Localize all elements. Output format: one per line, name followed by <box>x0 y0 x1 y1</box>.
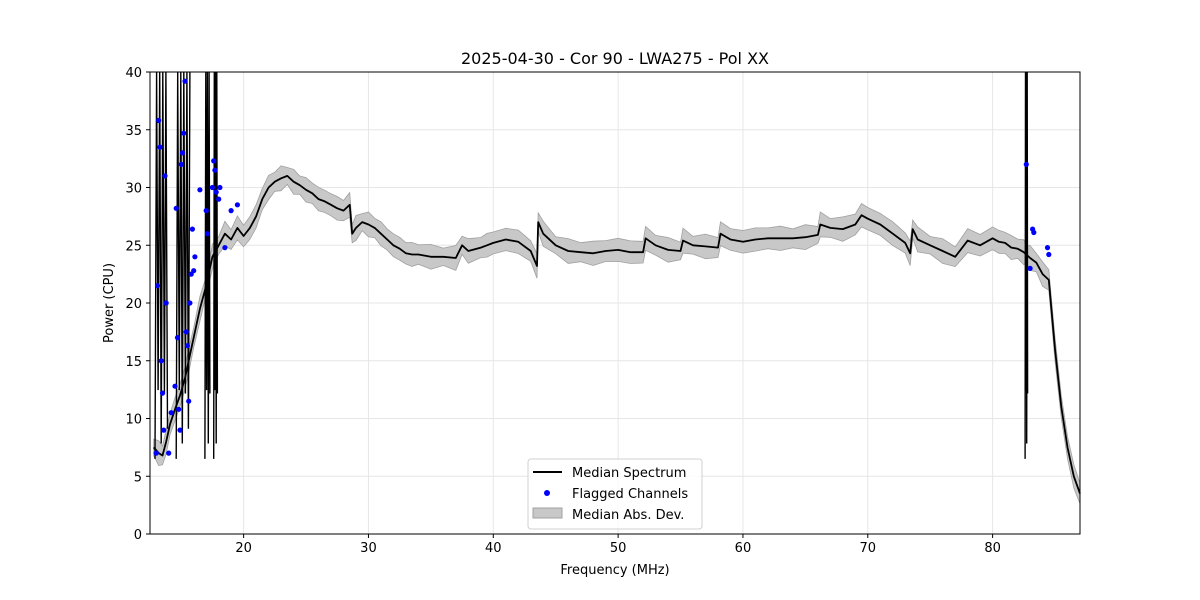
spike-region <box>154 71 169 459</box>
y-axis-label: Power (CPU) <box>102 263 117 343</box>
y-tick-label: 0 <box>134 528 142 543</box>
mad-band <box>153 165 1081 504</box>
chart-title: 2025-04-30 - Cor 90 - LWA275 - Pol XX <box>461 49 769 68</box>
flagged-point <box>174 335 181 341</box>
y-tick-label: 35 <box>125 124 142 139</box>
flagged-point <box>203 208 209 214</box>
flagged-point <box>184 343 190 349</box>
x-axis: 20 30 40 50 60 70 80 <box>235 534 1001 556</box>
flagged-point <box>163 300 169 306</box>
spike-region <box>204 71 211 459</box>
legend-box <box>527 458 703 530</box>
flagged-point <box>1027 265 1033 271</box>
flagged-point <box>159 390 166 396</box>
flagged-point <box>216 196 222 202</box>
flagged-point <box>181 130 187 136</box>
x-tick-label: 80 <box>984 541 1001 556</box>
flagged-point <box>183 329 189 335</box>
x-tick-label: 50 <box>610 541 627 556</box>
flagged-point <box>1046 251 1052 258</box>
y-tick-label: 5 <box>134 470 142 485</box>
flagged-point <box>168 410 174 416</box>
flagged-point <box>222 245 228 251</box>
flagged-point <box>161 427 167 433</box>
y-tick-label: 25 <box>125 239 142 254</box>
flagged-point <box>211 158 217 164</box>
spike-region <box>1024 71 1029 459</box>
flagged-point <box>204 231 210 237</box>
flagged-point <box>166 450 172 456</box>
flagged-point <box>212 167 218 173</box>
x-axis-label: Frequency (MHz) <box>560 563 669 578</box>
y-tick-label: 20 <box>125 297 142 312</box>
flagged-point <box>192 254 198 260</box>
flagged-point <box>228 208 234 214</box>
y-tick-label: 10 <box>125 413 142 428</box>
legend-point-swatch <box>544 490 550 496</box>
flagged-point <box>189 226 195 232</box>
spike-region <box>175 71 191 459</box>
flagged-point <box>1023 161 1029 167</box>
legend-label-mad: Median Abs. Dev. <box>572 508 684 523</box>
flagged-point <box>153 450 159 456</box>
legend-band-swatch <box>532 507 563 519</box>
flagged-point <box>178 161 184 167</box>
flagged-point <box>186 398 192 404</box>
flagged-point <box>179 150 186 156</box>
flagged-point <box>182 78 188 84</box>
flagged-point <box>154 283 161 289</box>
x-tick-label: 40 <box>485 541 502 556</box>
flagged-point <box>187 300 193 306</box>
x-tick-label: 20 <box>235 541 252 556</box>
flagged-point <box>197 187 203 193</box>
x-tick-label: 30 <box>360 541 377 556</box>
y-tick-label: 40 <box>125 66 142 81</box>
flagged-point <box>191 268 197 274</box>
median-spectrum-line <box>153 175 1081 494</box>
flagged-point <box>162 173 168 179</box>
mad-band-area <box>153 165 1081 504</box>
flagged-point <box>172 383 178 389</box>
flagged-point <box>1031 229 1037 236</box>
legend-label-flagged: Flagged Channels <box>572 487 688 502</box>
flagged-point <box>209 184 215 191</box>
y-tick-label: 15 <box>125 355 142 370</box>
spike-region <box>213 71 219 459</box>
x-tick-label: 70 <box>860 541 877 556</box>
x-tick-label: 60 <box>735 541 752 556</box>
flagged-point <box>1044 245 1051 251</box>
flagged-point <box>176 406 182 412</box>
legend: Median Spectrum Flagged Channels Median … <box>527 458 703 530</box>
flagged-point <box>217 184 223 191</box>
flagged-point <box>173 205 179 211</box>
flagged-point <box>157 144 163 150</box>
flagged-point <box>158 358 164 364</box>
median-line-group <box>153 175 1081 494</box>
flagged-point <box>156 117 162 124</box>
flagged-points <box>153 78 1052 456</box>
flagged-point <box>234 202 240 208</box>
y-axis: 0 5 10 15 20 25 30 35 40 <box>125 66 150 543</box>
legend-label-median: Median Spectrum <box>572 466 686 481</box>
flagged-point <box>213 189 219 195</box>
y-tick-label: 30 <box>125 182 142 197</box>
flagged-point <box>177 427 183 433</box>
